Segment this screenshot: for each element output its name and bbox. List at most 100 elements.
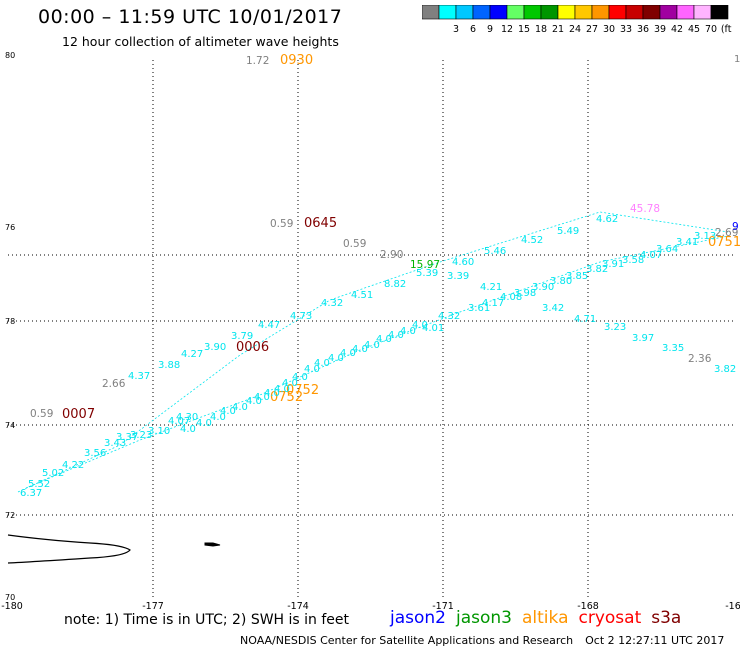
wave-value-overlap: 4.0 (292, 372, 308, 383)
legend-label: 12 (501, 24, 513, 35)
wave-value: 3.85 (566, 271, 588, 282)
wave-value: 4.60 (452, 257, 474, 268)
wave-value: 4.73 (290, 311, 312, 322)
wave-value: 3.23 (604, 322, 626, 333)
satellite-s3a: s3a (651, 608, 682, 628)
page-subtitle: 12 hour collection of altimeter wave hei… (62, 34, 339, 49)
track-time-label: 0645 (304, 216, 337, 231)
wave-value: 3.97 (632, 333, 654, 344)
track-time-label: 0006 (236, 340, 269, 355)
island-shape (204, 542, 221, 547)
wave-value-overlap: 4.0 (264, 388, 280, 399)
wave-value-overlap: 4.0 (232, 402, 248, 413)
y-tick-label: 74 (5, 421, 15, 430)
wave-value-overlap: 4.0 (210, 412, 226, 423)
wave-value: 4.62 (596, 214, 618, 225)
satellite-jason2: jason2 (390, 608, 446, 628)
wave-value: 6.37 (20, 488, 42, 499)
footer-credit: NOAA/NESDIS Center for Satellite Applica… (240, 634, 724, 647)
wave-value-overlap: 4.0 (274, 384, 290, 395)
legend-label: 70 (705, 24, 717, 35)
legend-label: 24 (569, 24, 581, 35)
wave-value: 4.37 (128, 371, 150, 382)
y-tick-label: 80 (5, 51, 15, 60)
y-tick-label-right: 1. (734, 54, 740, 65)
legend-label: 3 (453, 24, 459, 35)
wave-value-green: 15.97 (410, 259, 440, 271)
wave-value: 3.35 (662, 343, 684, 354)
map-grid: -180 -177 -174 -171 -168 -16 80 76 78 74 72 70 1. (1, 51, 740, 610)
legend-swatch (710, 5, 729, 20)
satellite-legend: jason2 jason3 altika cryosat s3a (390, 608, 691, 628)
footer-note: note: 1) Time is in UTC; 2) SWH is in fe… (64, 612, 350, 628)
generated-timestamp: Oct 2 12:27:11 UTC 2017 (585, 634, 725, 647)
legend-label: 27 (586, 24, 598, 35)
wave-value-overlap: 4.0 (412, 320, 428, 331)
legend-label: 39 (654, 24, 666, 35)
gray-wave-value: 0.59 (30, 408, 53, 420)
wave-value: 4.22 (62, 460, 84, 471)
wave-value-overlap: 4.0 (254, 392, 270, 403)
legend-label: 21 (552, 24, 564, 35)
wave-value: 3.42 (542, 303, 564, 314)
page-title: 00:00 – 11:59 UTC 10/01/2017 (38, 6, 343, 28)
wave-value-overlap: 4.0 (220, 406, 236, 417)
y-tick-label: 76 (5, 223, 15, 232)
wave-value: 4.32 (438, 311, 460, 322)
wave-value: 5.02 (42, 468, 64, 479)
wave-value: 3.90 (204, 342, 226, 353)
wave-value: 3.91 (602, 259, 624, 270)
track-time-label: 0752 (286, 383, 319, 398)
wave-value: 5.46 (484, 246, 506, 257)
x-tick-label: -168 (577, 601, 599, 610)
wave-value-overlap: 4.0 (340, 348, 356, 359)
wave-value-overlap: 4.0 (364, 340, 380, 351)
wave-value: 8.82 (384, 279, 406, 290)
gray-wave-value: 2.66 (102, 378, 126, 390)
wave-value-overlap: 4.0 (352, 344, 368, 355)
legend-label: (ft) (721, 24, 732, 35)
wave-value-overlap: 4.0 (304, 364, 320, 375)
track-line (25, 235, 729, 489)
wave-value: 3.82 (714, 364, 736, 375)
y-tick-label: 70 (5, 593, 15, 602)
y-tick-label: 78 (5, 317, 15, 326)
gray-wave-value: 2.69 (715, 227, 738, 239)
coastline-shape (7, 534, 131, 564)
satellite-cryosat: cryosat (578, 608, 642, 628)
wave-value: 4.30 (176, 412, 198, 423)
gray-wave-value: 2.90 (380, 249, 403, 261)
track-line (17, 211, 729, 493)
wave-value-overlap: 4.0 (180, 424, 196, 435)
wave-value: 4.21 (480, 282, 502, 293)
wave-value-overlap: 4.0 (196, 418, 212, 429)
wave-value: 4.27 (181, 349, 203, 360)
legend-label: 6 (470, 24, 476, 35)
gray-wave-value: 2.36 (688, 353, 712, 365)
gray-wave-value: 0.59 (343, 238, 366, 250)
satellite-altika: altika (522, 608, 569, 628)
wave-value: 3.82 (586, 264, 608, 275)
wave-value: 4.71 (574, 314, 596, 325)
wave-value-overlap: 4.0 (328, 353, 344, 364)
wave-value: 4.08 (500, 292, 522, 303)
legend-label: 42 (671, 24, 683, 35)
wave-value-overlap: 4.0 (376, 334, 392, 345)
legend-label: 15 (518, 24, 530, 35)
legend-label: 36 (637, 24, 649, 35)
wave-value: 3.98 (514, 288, 536, 299)
gray-wave-value: 0.59 (270, 218, 293, 230)
wave-value-overlap: 4.0 (282, 378, 298, 389)
wave-value-pink: 45.78 (630, 203, 660, 215)
wave-value-overlap: 4.0 (246, 396, 262, 407)
altimeter-tracks (17, 211, 729, 493)
x-tick-label: -16 (725, 601, 740, 610)
satellite-jason3: jason3 (456, 608, 512, 628)
wave-value: 3.88 (158, 360, 180, 371)
wave-value: 4.32 (321, 298, 343, 309)
legend-label: 9 (487, 24, 493, 35)
wave-value: 4.07 (168, 416, 190, 427)
wave-value: 3.13 (694, 231, 716, 242)
